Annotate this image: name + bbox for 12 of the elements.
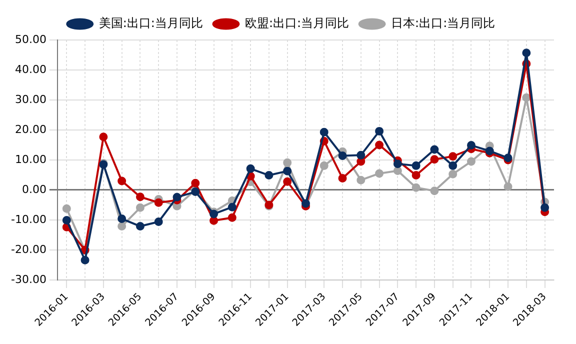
- y-tick-label: -10.00: [10, 212, 46, 226]
- legend-label: 欧盟:出口:当月同比: [244, 16, 350, 30]
- y-tick-label: 10.00: [14, 152, 46, 166]
- legend-label: 日本:出口:当月同比: [391, 16, 496, 30]
- y-tick-label: 50.00: [14, 32, 46, 46]
- y-tick-label: 40.00: [14, 62, 46, 76]
- y-tick-label: 30.00: [14, 92, 46, 106]
- legend-label: 美国:出口:当月同比: [98, 16, 203, 30]
- y-tick-label: -30.00: [10, 272, 46, 286]
- y-tick-label: 20.00: [14, 122, 46, 136]
- y-tick-label: -20.00: [10, 242, 46, 256]
- y-tick-label: 0.00: [22, 182, 46, 196]
